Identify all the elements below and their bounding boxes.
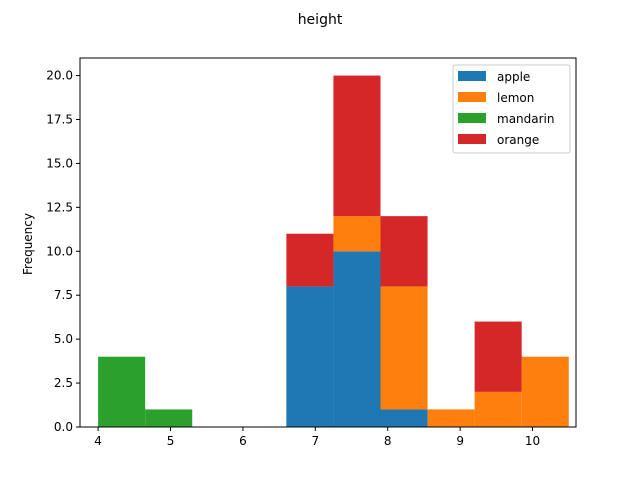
legend-swatch-mandarin	[458, 113, 486, 123]
legend-label-apple: apple	[497, 70, 530, 84]
y-tick-label-2: 5.0	[54, 332, 73, 346]
y-tick-label-6: 15.0	[46, 156, 73, 170]
bar-lemon-9	[521, 356, 569, 427]
y-tick-label-0: 0.0	[54, 420, 73, 434]
bar-apple-4	[286, 286, 334, 427]
y-tick-label-4: 10.0	[46, 244, 73, 258]
y-tick-label-8: 20.0	[46, 69, 73, 83]
x-tick-label-3: 7	[312, 434, 320, 448]
legend-label-mandarin: mandarin	[497, 112, 555, 126]
y-tick-label-1: 2.5	[54, 376, 73, 390]
legend-label-orange: orange	[497, 133, 539, 147]
legend-swatch-apple	[458, 71, 486, 81]
legend-box	[452, 64, 571, 154]
legend: apple lemon mandarin orange	[452, 64, 571, 154]
y-tick-label-7: 17.5	[46, 113, 73, 127]
x-tick-label-0: 4	[94, 434, 102, 448]
x-axis-ticks: 4 5 6 7 8 9 10	[94, 427, 540, 448]
legend-label-lemon: lemon	[497, 91, 534, 105]
x-tick-label-2: 6	[239, 434, 247, 448]
legend-swatch-orange	[458, 134, 486, 144]
bar-orange-5	[333, 75, 381, 217]
bar-orange-4	[286, 233, 334, 287]
y-tick-label-3: 7.5	[54, 288, 73, 302]
x-tick-label-4: 8	[384, 434, 392, 448]
bar-apple-6	[380, 409, 428, 427]
bar-lemon-6	[380, 286, 428, 410]
bar-mandarin-1	[145, 409, 193, 427]
x-tick-label-5: 9	[456, 434, 464, 448]
bar-mandarin-0	[98, 356, 146, 427]
bar-orange-8	[474, 321, 522, 392]
y-tick-label-5: 12.5	[46, 200, 73, 214]
bar-lemon-5	[333, 216, 381, 252]
legend-swatch-lemon	[458, 92, 486, 102]
x-tick-label-1: 5	[167, 434, 175, 448]
plot-frame	[79, 57, 577, 428]
bar-apple-5	[333, 251, 381, 427]
bar-orange-6	[380, 216, 428, 287]
y-axis-label: Frequency	[21, 213, 35, 275]
y-axis-ticks: 0.0 2.5 5.0 7.5 10.0 12.5 15.0 17.5 20.0	[46, 69, 80, 434]
bar-lemon-8	[474, 391, 522, 427]
chart-title: height	[298, 12, 343, 28]
x-tick-label-6: 10	[525, 434, 540, 448]
bars-group	[98, 75, 569, 427]
bar-lemon-7	[427, 409, 475, 427]
